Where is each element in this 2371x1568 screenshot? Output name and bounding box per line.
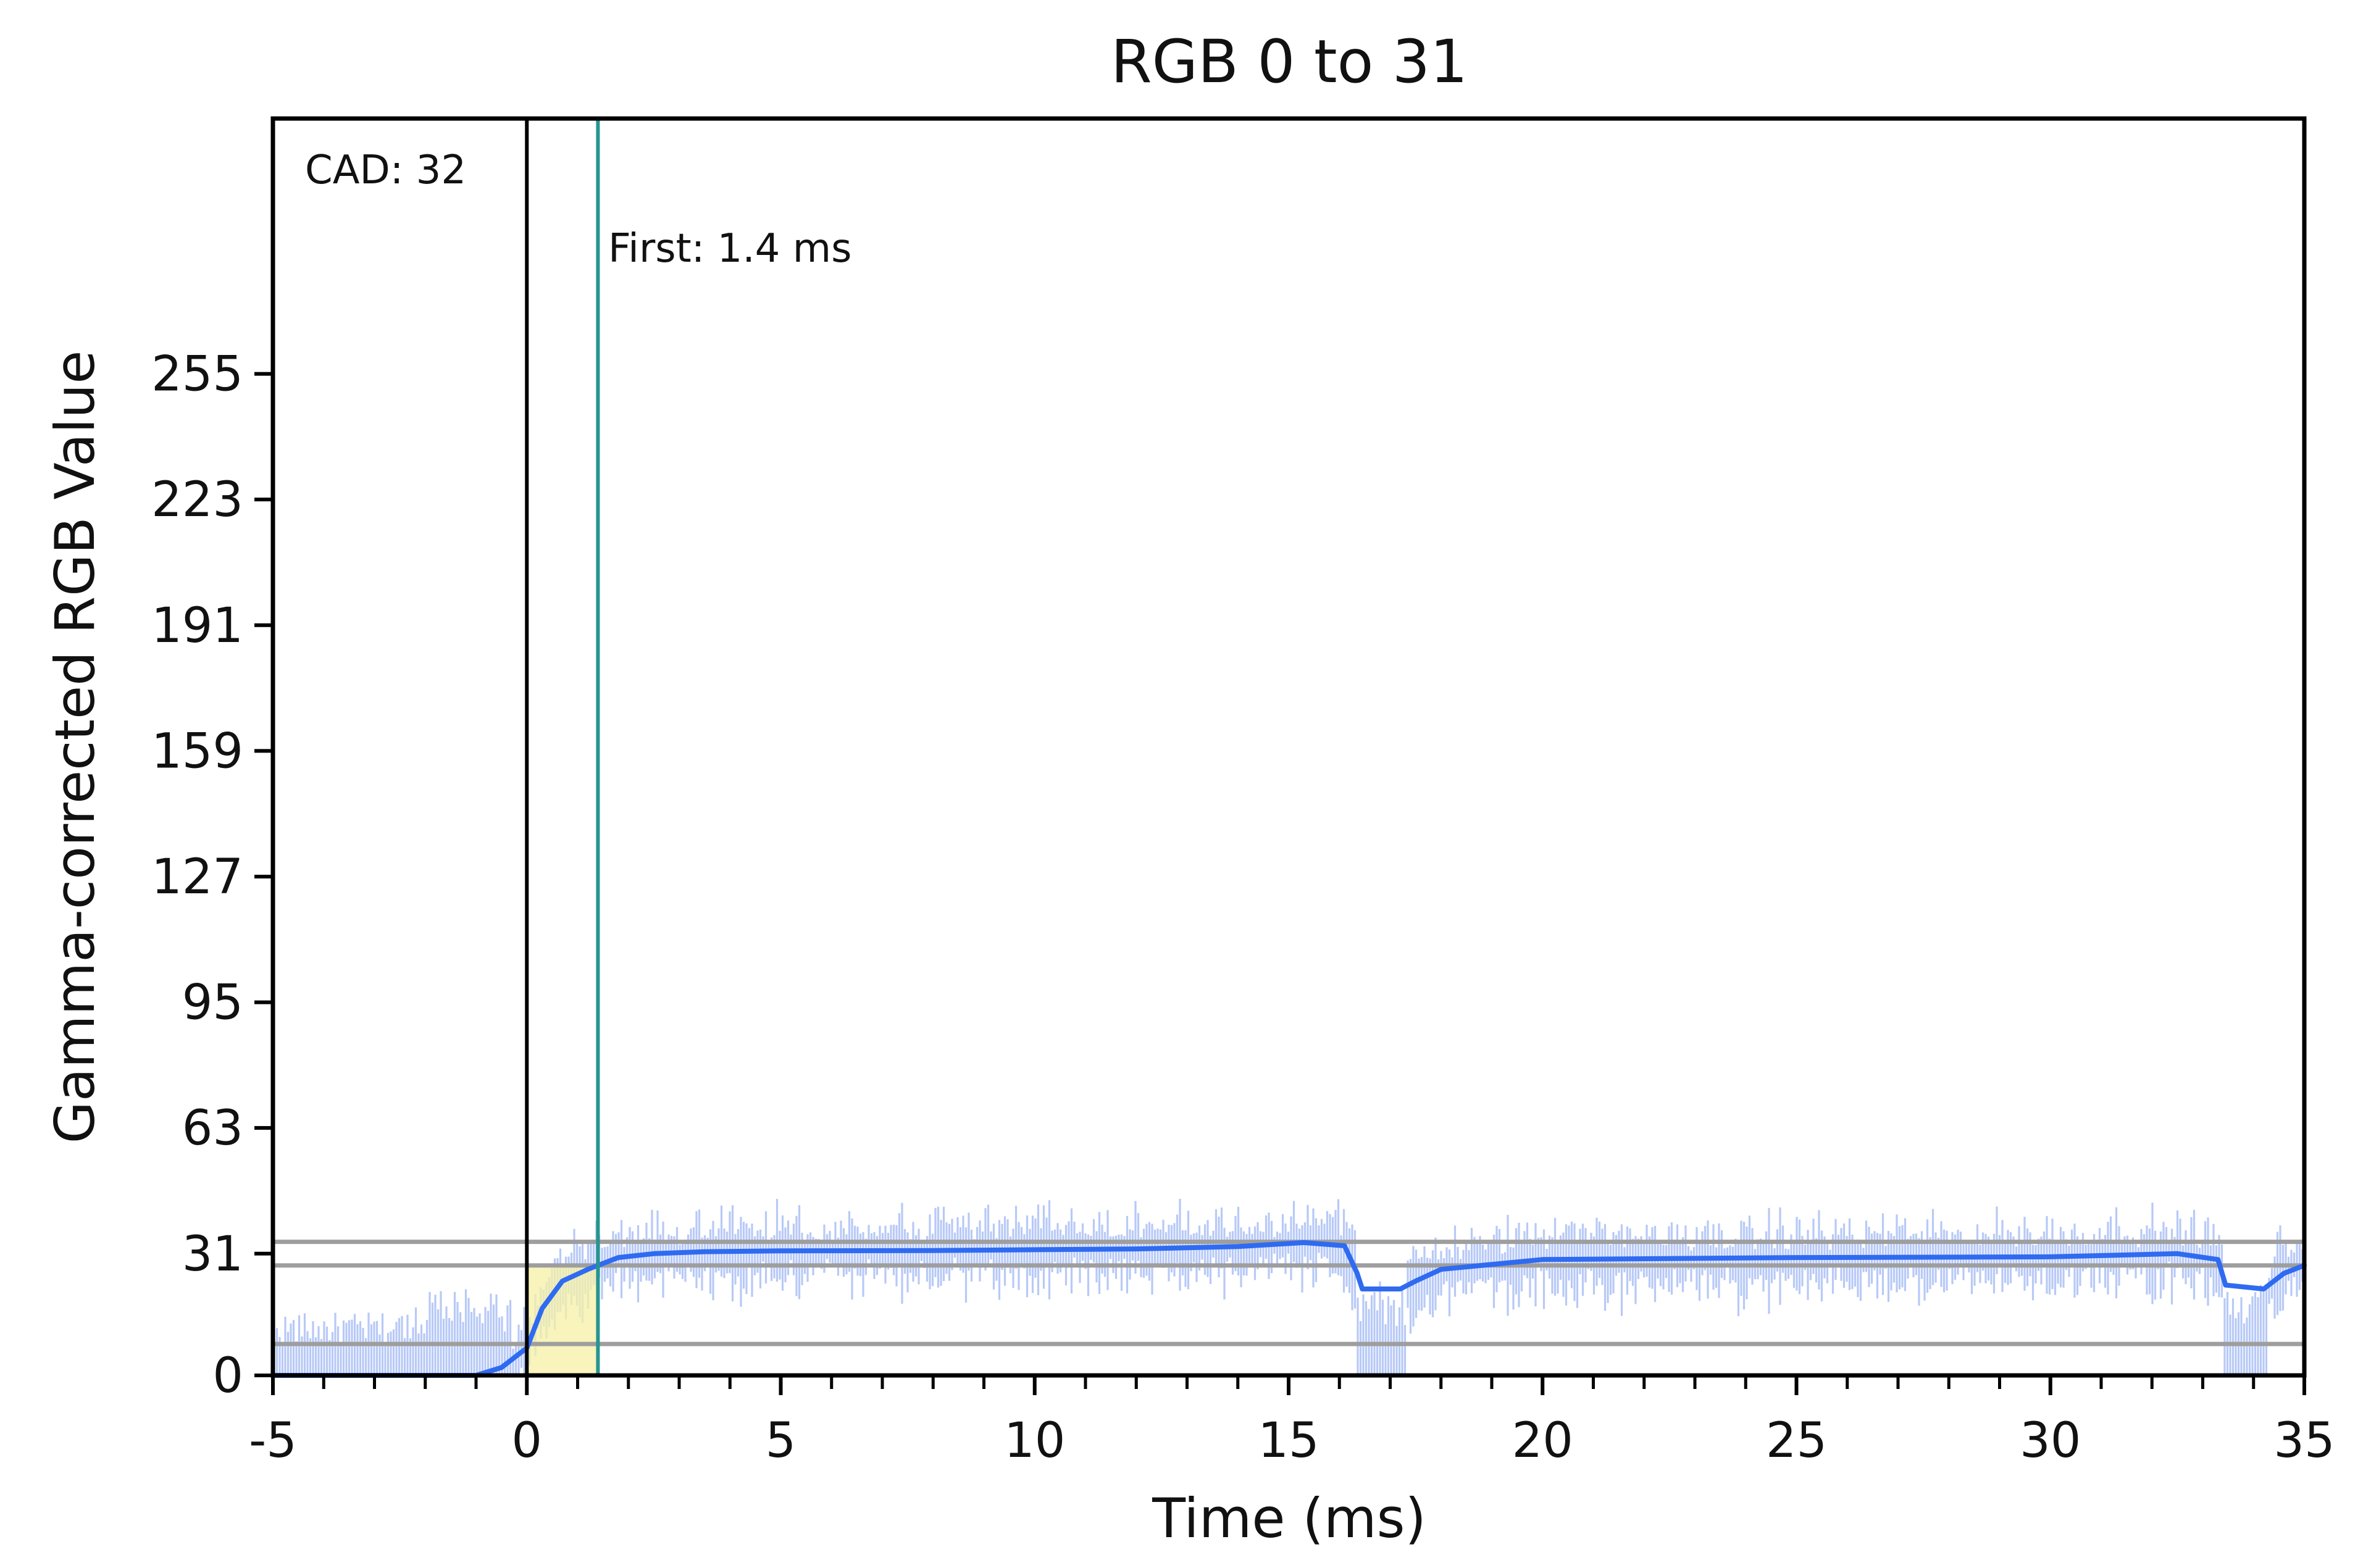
series-line-smoothed xyxy=(270,1240,2307,1378)
x-axis-label: Time (ms) xyxy=(1152,1487,1426,1550)
y-axis: 0 31 63 95 127 159 191 223 255 xyxy=(151,347,273,1404)
x-tick-label: 20 xyxy=(1512,1413,1573,1469)
x-tick-label: -5 xyxy=(249,1413,297,1469)
y-tick-label: 191 xyxy=(151,598,243,654)
cad-annotation: CAD: 32 xyxy=(305,148,466,193)
x-tick-label: 35 xyxy=(2273,1413,2335,1469)
x-tick-label: 15 xyxy=(1258,1413,1319,1469)
x-tick-label: 25 xyxy=(1766,1413,1827,1469)
y-tick-label: 0 xyxy=(212,1348,243,1404)
y-tick-label: 127 xyxy=(151,849,243,905)
chart-title: RGB 0 to 31 xyxy=(1111,27,1468,96)
y-tick-label: 63 xyxy=(182,1101,243,1156)
y-tick-label: 159 xyxy=(151,724,243,779)
x-tick-label: 5 xyxy=(766,1413,797,1469)
plot-frame xyxy=(270,116,2307,1378)
y-tick-label: 31 xyxy=(182,1227,243,1282)
x-tick-label: 30 xyxy=(2020,1413,2081,1469)
x-axis: -5 0 5 10 15 20 25 30 35 xyxy=(249,1375,2335,1469)
first-annotation: First: 1.4 ms xyxy=(608,226,851,272)
x-tick-label: 0 xyxy=(511,1413,542,1469)
y-tick-label: 95 xyxy=(182,975,243,1031)
x-tick-label: 10 xyxy=(1004,1413,1065,1469)
y-tick-label: 223 xyxy=(151,472,243,528)
y-tick-label: 255 xyxy=(151,347,243,402)
y-axis-label: Gamma-corrected RGB Value xyxy=(43,351,107,1144)
